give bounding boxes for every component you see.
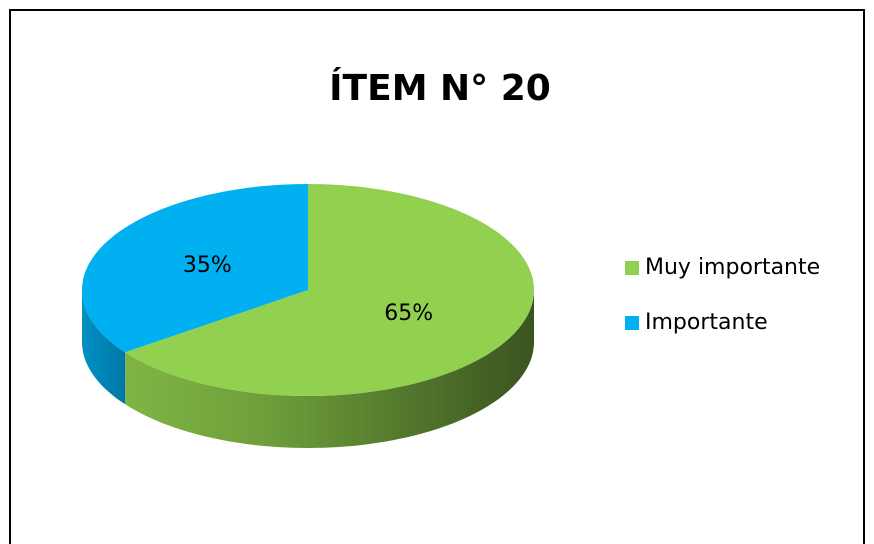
data-label: 65% bbox=[384, 301, 433, 326]
pie-slice bbox=[125, 184, 534, 396]
pie-slice bbox=[82, 184, 308, 353]
chart-title: ÍTEM N° 20 bbox=[329, 67, 551, 109]
legend-swatch bbox=[625, 261, 639, 275]
legend-label: Muy importante bbox=[645, 255, 820, 280]
data-label: 35% bbox=[183, 253, 232, 278]
pie-slice-side bbox=[82, 290, 126, 405]
legend-label: Importante bbox=[645, 310, 768, 335]
pie-slice-side bbox=[125, 290, 534, 448]
legend-swatch bbox=[625, 316, 639, 330]
